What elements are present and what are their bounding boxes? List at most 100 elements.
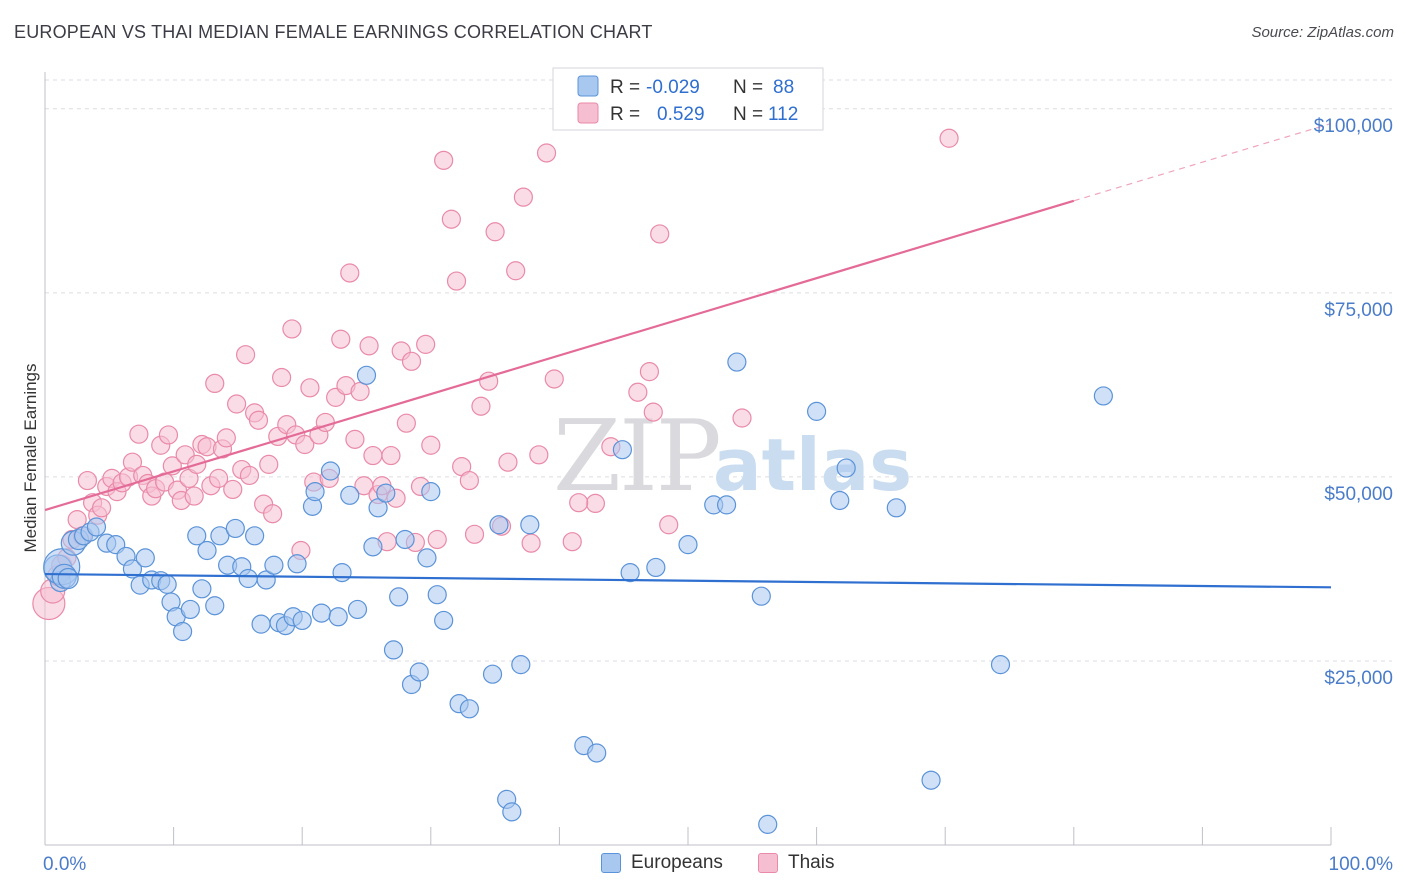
thai-point (521, 533, 541, 553)
legend-n-value-europeans: 88 (773, 77, 794, 98)
thai-point (639, 362, 660, 382)
thai-point (223, 479, 243, 500)
thai-point (529, 445, 549, 465)
thai-point (236, 345, 256, 365)
european-point (264, 555, 284, 575)
europeans-points (43, 352, 1113, 834)
x-tick-label-start: 0.0% (43, 854, 86, 875)
thai-point (396, 413, 416, 433)
european-point (886, 498, 906, 518)
thai-point (295, 434, 315, 455)
european-point (192, 579, 212, 599)
european-point (836, 458, 856, 478)
legend-r-label-thais: R = (610, 104, 640, 125)
y-tick-label: $100,000 (1314, 116, 1393, 137)
thai-point (471, 396, 491, 416)
chart-source: Source: ZipAtlas.com (1251, 24, 1394, 41)
european-point (157, 574, 177, 594)
thai-point (441, 209, 461, 229)
europeans-trend-line (44, 572, 1332, 589)
thais-trend-line-extension (1073, 122, 1332, 202)
thai-point (732, 408, 752, 428)
thai-point (259, 454, 279, 474)
stats-legend: R = -0.029 N = 88 R = 0.529 N = 112 (552, 67, 824, 131)
thai-point (248, 410, 269, 430)
y-tick-label: $25,000 (1324, 668, 1393, 689)
legend-r-label-europeans: R = (610, 77, 640, 98)
thai-point (643, 402, 663, 422)
chart-title: EUROPEAN VS THAI MEDIAN FEMALE EARNINGS … (14, 22, 653, 42)
european-point (389, 587, 409, 607)
legend-n-label-thais: N = (733, 104, 763, 125)
thai-point (459, 470, 479, 491)
european-point (409, 662, 429, 682)
legend-r-value-europeans: -0.029 (646, 77, 700, 98)
european-point (427, 585, 447, 605)
european-point (180, 599, 200, 620)
x-tick-labels: 0.0% 100.0% (43, 854, 1393, 875)
european-point (210, 526, 230, 546)
european-point (363, 537, 383, 557)
watermark-atlas: atlas (713, 423, 912, 507)
european-point (122, 559, 143, 579)
thai-point (300, 378, 320, 398)
thai-point (227, 394, 247, 414)
legend-item-thais[interactable]: Thais (758, 852, 834, 874)
european-point (305, 482, 325, 502)
bottom-legend: Europeans Thais (0, 850, 1406, 880)
thai-point (363, 445, 383, 466)
european-point (459, 699, 479, 719)
european-point (187, 526, 207, 546)
thai-point (184, 486, 204, 506)
thai-point (427, 529, 447, 550)
legend-swatch-europeans (577, 75, 599, 97)
thai-point (536, 143, 557, 163)
european-point (678, 535, 698, 555)
european-point (727, 352, 747, 372)
thai-point (345, 429, 365, 449)
european-point (197, 540, 217, 561)
european-point (368, 498, 388, 518)
thai-point (585, 493, 606, 514)
european-point (620, 563, 640, 583)
european-point (482, 664, 503, 684)
thai-point (216, 428, 236, 448)
thai-point (446, 271, 467, 291)
thai-point (421, 435, 441, 455)
european-point (340, 485, 360, 505)
thai-point (359, 336, 379, 356)
european-point (173, 621, 193, 642)
y-tick-label: $75,000 (1324, 300, 1393, 321)
european-point (434, 610, 454, 631)
european-point (347, 599, 368, 620)
european-point (417, 548, 437, 568)
european-point (251, 614, 271, 634)
thai-point (129, 424, 149, 444)
european-point (921, 770, 941, 790)
european-point (716, 495, 737, 515)
european-point (225, 518, 245, 539)
y-tick-label: $50,000 (1324, 484, 1393, 505)
european-point (376, 483, 396, 503)
thai-point (381, 445, 401, 466)
thai-point (506, 261, 526, 281)
european-point (489, 515, 509, 535)
thai-point (464, 524, 485, 544)
thai-point (939, 128, 959, 148)
legend-item-europeans[interactable]: Europeans (601, 852, 723, 874)
thai-point (416, 334, 436, 354)
legend-n-label-europeans: N = (733, 77, 763, 98)
thai-point (331, 329, 351, 349)
thai-point (498, 452, 518, 472)
thais-points (32, 128, 959, 621)
thais-trend-line (44, 199, 1075, 512)
european-point (383, 640, 404, 660)
european-point (806, 401, 827, 421)
european-point (395, 529, 415, 550)
european-point (205, 596, 225, 616)
europeans-swatch (601, 853, 621, 873)
legend-r-value-thais: 0.529 (657, 104, 705, 125)
thai-point (209, 468, 229, 488)
european-point (57, 567, 79, 590)
axes (44, 72, 1332, 846)
